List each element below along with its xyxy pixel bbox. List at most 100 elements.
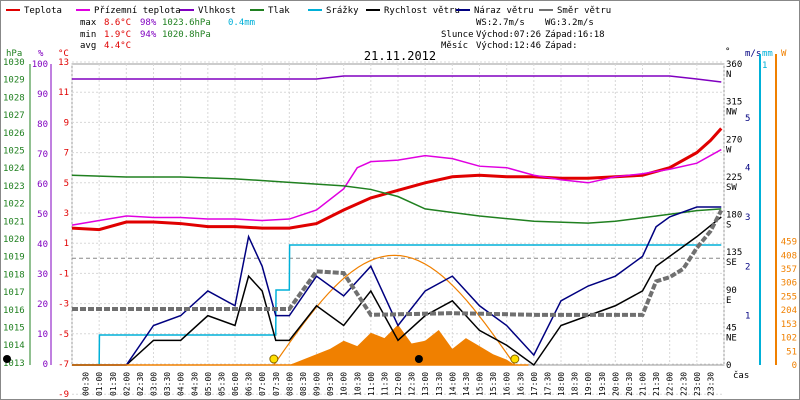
x-tick: 16:30 — [516, 372, 525, 396]
c-tick: -7 — [58, 360, 69, 370]
x-tick: 16:00 — [503, 372, 512, 396]
x-tick: 15:30 — [489, 372, 498, 396]
x-tick: 21:00 — [639, 372, 648, 396]
x-tick: 22:00 — [666, 372, 675, 396]
x-tick: 19:00 — [584, 372, 593, 396]
c-tick: -5 — [58, 330, 69, 340]
moon-set: Západ: — [545, 41, 578, 51]
stats-max-temp: 8.6°C — [104, 18, 131, 28]
stats-min-label: min — [80, 30, 96, 40]
legend-label: Vlhkost — [198, 6, 236, 16]
dir-tick-letter: W — [726, 145, 732, 155]
plot-area — [3, 75, 724, 367]
w-tick: 408 — [781, 251, 797, 261]
stats-avg-temp: 4.4°C — [104, 41, 131, 51]
c-tick: 13 — [58, 58, 69, 68]
pct-tick: 40 — [37, 240, 48, 250]
sunrise-marker — [269, 354, 279, 364]
legend-label: Tlak — [268, 6, 290, 16]
solar-radiation-fill — [289, 324, 515, 365]
x-tick: 07:30 — [272, 372, 281, 396]
dir-tick: 315 — [726, 98, 742, 108]
hpa-tick: 1027 — [3, 111, 25, 121]
dir-tick-letter: SE — [726, 258, 737, 268]
stats-block: max 8.6°C 98% 1023.6hPa 0.4mm min 1.9°C … — [80, 18, 255, 51]
pct-tick: 70 — [37, 150, 48, 160]
x-tick: 04:30 — [190, 372, 199, 396]
c-tick: 3 — [64, 209, 69, 219]
dir-tick-letter: S — [726, 221, 731, 231]
deg-unit: ° — [725, 47, 730, 57]
hpa-tick: 1016 — [3, 306, 25, 316]
x-tick: 08:00 — [285, 372, 294, 396]
ms-tick: 2 — [745, 262, 750, 272]
mm-tick: 1 — [762, 61, 767, 71]
chart-title: 21.11.2012 — [364, 49, 436, 63]
x-tick: 09:00 — [313, 372, 322, 396]
dir-tick-letter: NE — [726, 333, 737, 343]
x-tick: 15:00 — [476, 372, 485, 396]
c-tick: 11 — [58, 88, 69, 98]
moonrise-marker — [414, 355, 423, 363]
pct-tick: 50 — [37, 210, 48, 220]
pct-tick: 60 — [37, 180, 48, 190]
hpa-tick: 1019 — [3, 253, 25, 263]
c-tick: -1 — [58, 269, 69, 279]
x-tick: 03:30 — [163, 372, 172, 396]
x-tick: 12:00 — [394, 372, 403, 396]
mm-unit: mm — [762, 49, 773, 59]
hpa-tick: 1020 — [3, 235, 25, 245]
series-p-zemn-teplota — [71, 148, 722, 226]
x-tick: 01:30 — [109, 372, 118, 396]
ms-tick: 1 — [745, 312, 750, 322]
x-tick: 20:30 — [625, 372, 634, 396]
x-tick: 23:00 — [693, 372, 702, 396]
sunset-marker — [510, 354, 520, 364]
ms-tick: 4 — [745, 164, 750, 174]
x-tick: 20:00 — [611, 372, 620, 396]
x-tick: 02:00 — [122, 372, 131, 396]
moon-rise: Východ:12:46 — [476, 41, 541, 51]
ms-tick: 5 — [745, 114, 750, 124]
dir-tick-letter: NW — [726, 108, 737, 118]
stats-min-hum: 94% — [140, 30, 157, 40]
pct-tick: 0 — [43, 360, 48, 370]
hpa-tick: 1030 — [3, 58, 25, 68]
w-tick: 153 — [781, 320, 797, 330]
dir-tick: 90 — [726, 286, 737, 296]
dir-tick: 0 — [726, 361, 731, 371]
moon-label: Měsíc — [441, 41, 468, 51]
hpa-tick: 1029 — [3, 76, 25, 86]
w-tick: 357 — [781, 265, 797, 275]
w-tick: 255 — [781, 292, 797, 302]
x-tick: 18:00 — [557, 372, 566, 396]
c-tick: 7 — [64, 149, 69, 159]
stats-avg-label: avg — [80, 41, 96, 51]
x-tick: 12:30 — [408, 372, 417, 396]
pct-tick: 90 — [37, 90, 48, 100]
x-tick: 19:30 — [598, 372, 607, 396]
x-tick: 01:00 — [95, 372, 104, 396]
x-tick: 04:00 — [177, 372, 186, 396]
x-tick: 18:30 — [571, 372, 580, 396]
x-tick: 03:00 — [150, 372, 159, 396]
legend-label: Směr větru — [557, 6, 611, 16]
pct-unit: % — [38, 49, 44, 59]
c-tick: 1 — [64, 239, 69, 249]
x-axis-label: čas — [733, 370, 749, 381]
pct-tick: 10 — [37, 330, 48, 340]
series-sr-ky — [72, 244, 722, 366]
w-tick: 459 — [781, 238, 797, 248]
w-tick: 102 — [781, 334, 797, 344]
x-tick: 10:00 — [340, 372, 349, 396]
dir-tick-letter: N — [726, 70, 731, 80]
hpa-tick: 1013 — [3, 359, 25, 369]
series-tlak — [71, 174, 722, 224]
dir-tick: 180 — [726, 211, 742, 221]
x-axis-ticks: 00:30 01:00 01:30 02:00 02:30 03:00 03:30 04:00… — [82, 372, 716, 396]
ms-unit: m/s — [745, 49, 761, 59]
w-tick: 0 — [792, 361, 797, 371]
x-tick: 22:30 — [679, 372, 688, 396]
pct-tick: 100 — [32, 60, 48, 70]
w-unit: W — [781, 49, 787, 59]
